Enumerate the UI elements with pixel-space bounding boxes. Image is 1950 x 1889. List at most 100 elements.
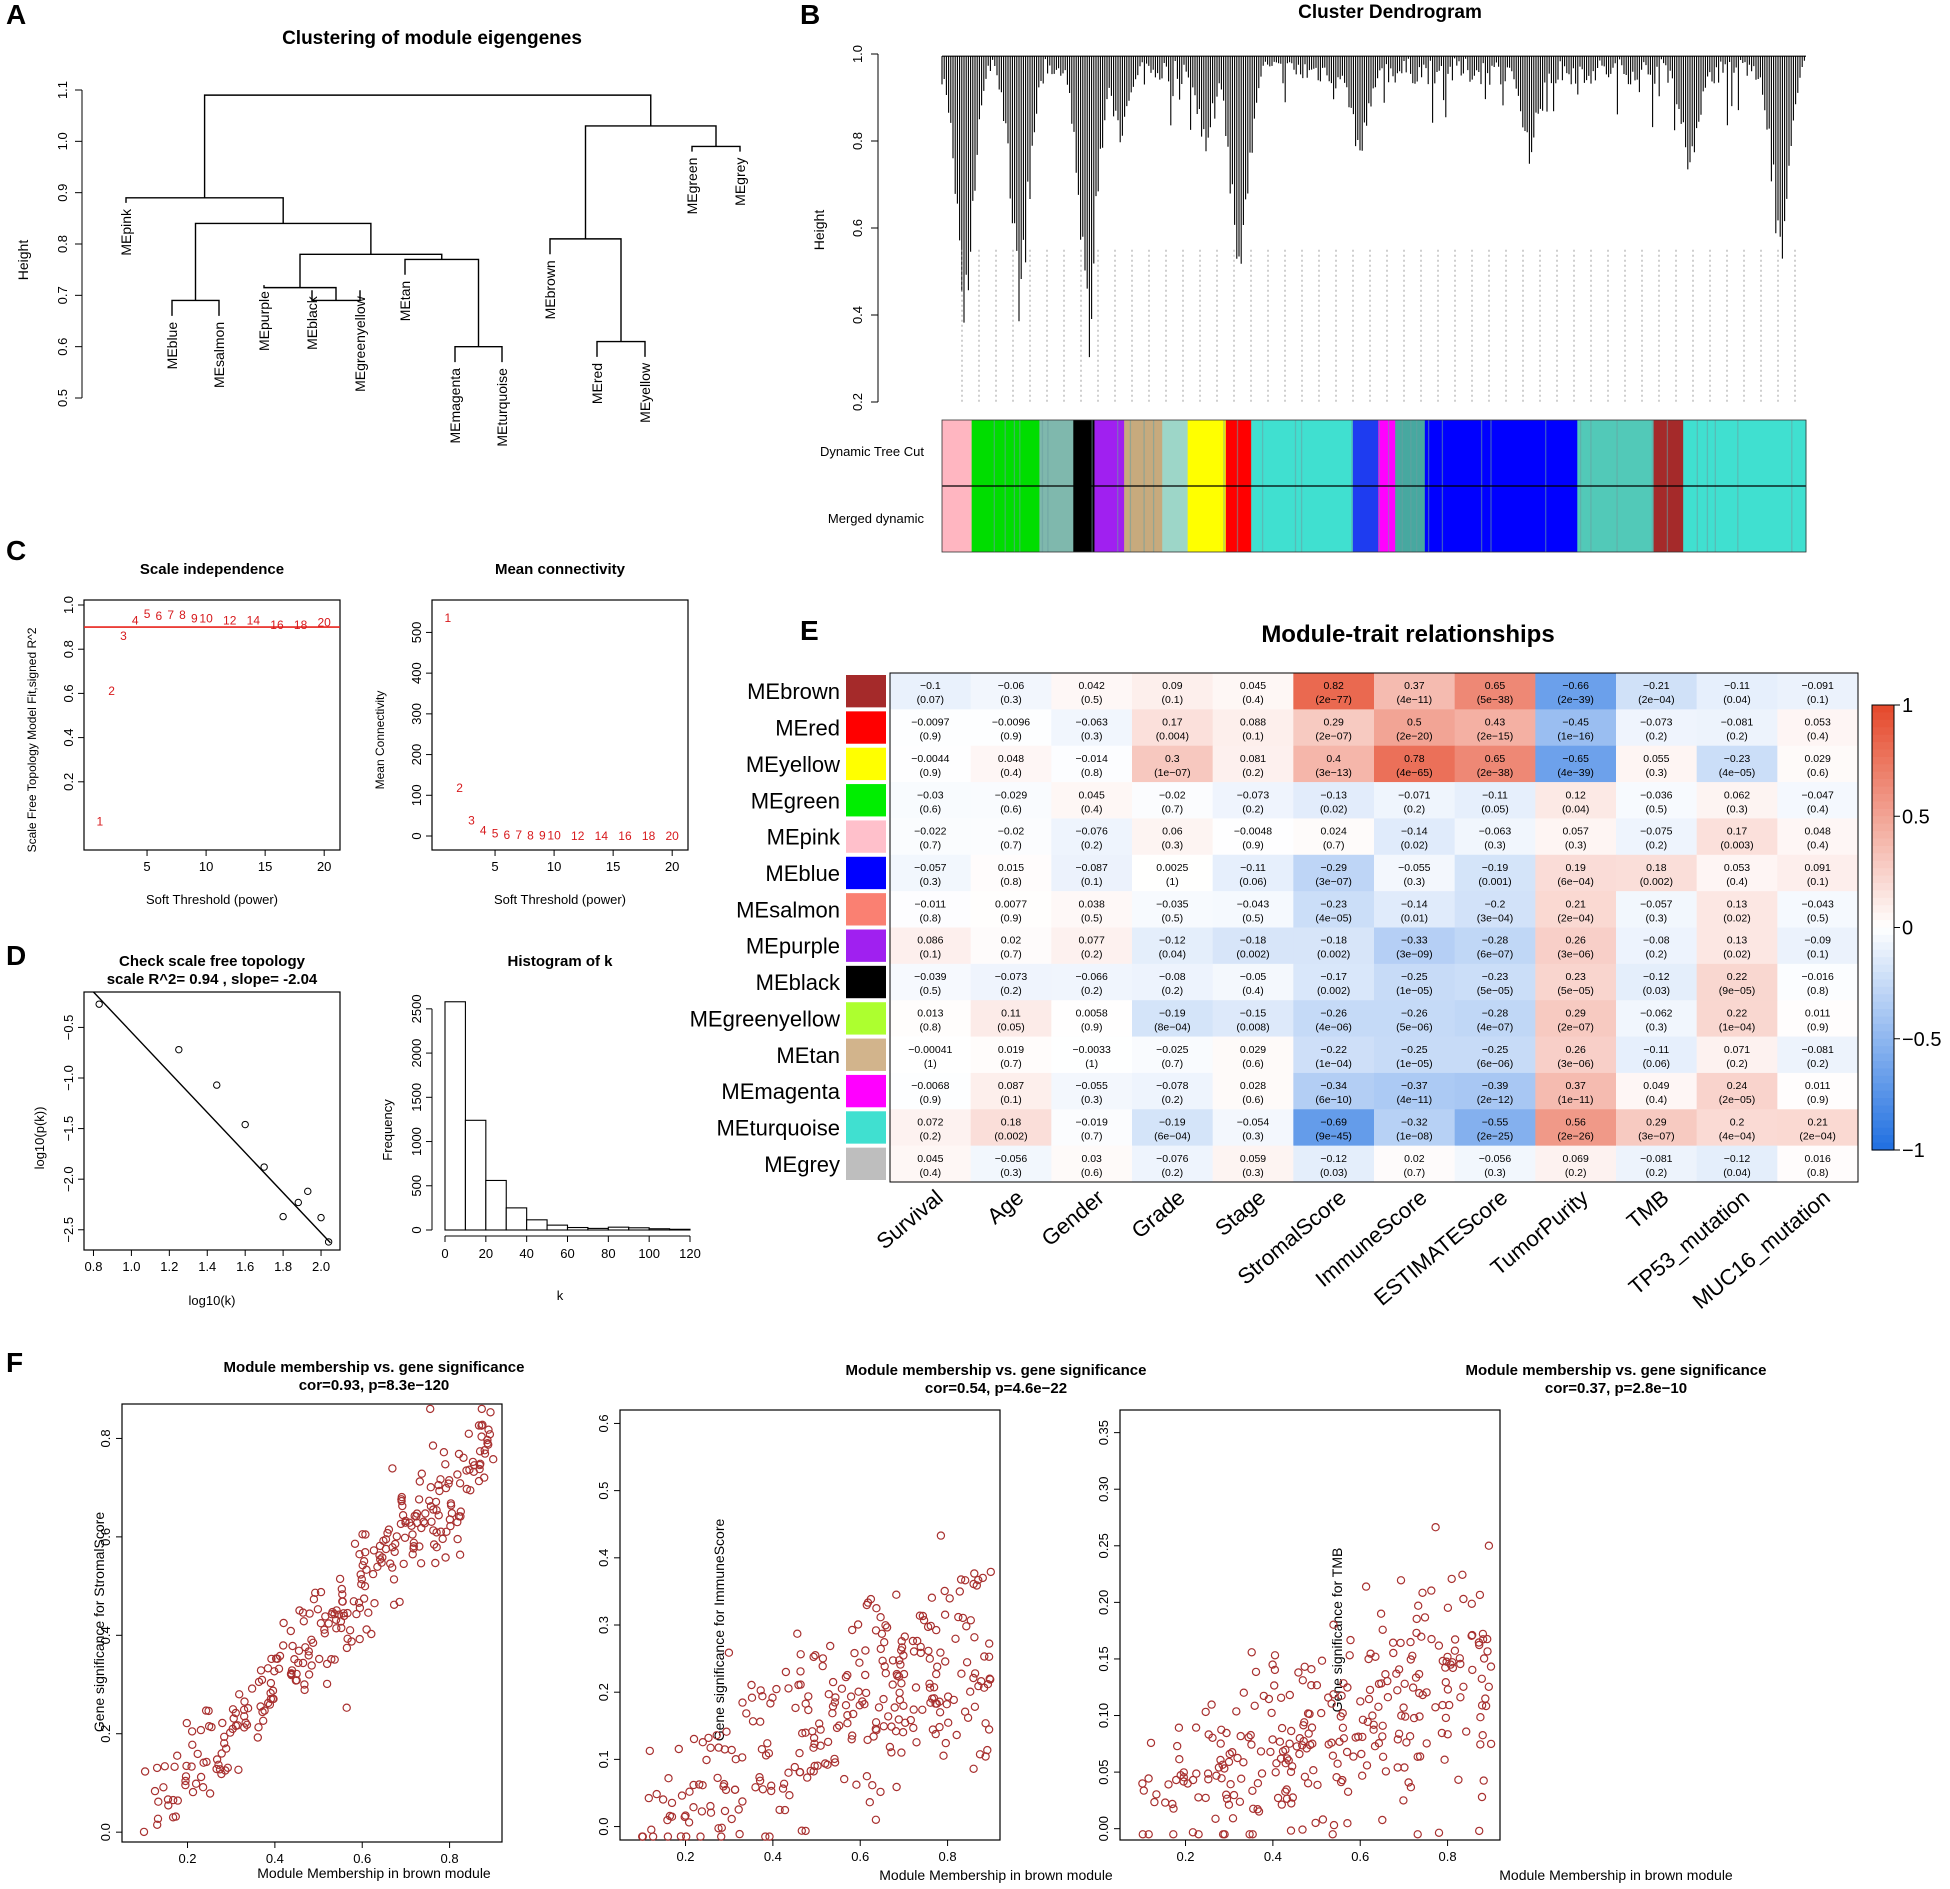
panel-f1-point-244 xyxy=(390,1547,399,1557)
panel-e-cell-value-5-4: −0.11 xyxy=(1240,862,1266,874)
panel-f3-point-276 xyxy=(1434,1828,1444,1838)
panel-e-legend-step-9 xyxy=(1872,771,1894,780)
panel-f2-point-269 xyxy=(892,1782,901,1792)
panel-e-cell-13-9 xyxy=(1616,1145,1698,1183)
panel-f2-point-279 xyxy=(894,1672,904,1681)
panel-f1-point-281 xyxy=(256,1702,265,1711)
panel-f3-point-95 xyxy=(1281,1758,1290,1768)
panel-f2-point-3 xyxy=(837,1684,847,1693)
panel-f1-point-10 xyxy=(150,1786,160,1796)
panel-f2-point-295 xyxy=(957,1669,966,1678)
panel-a-ylabel: Height xyxy=(15,240,31,281)
panel-e-legend-step-21 xyxy=(1872,860,1894,869)
panel-f2-point-36 xyxy=(768,1693,777,1702)
panel-f2-point-125 xyxy=(756,1686,765,1695)
panel-a-branch-root xyxy=(203,94,652,198)
panel-c1-point-1: 1 xyxy=(96,815,103,829)
panel-e-cell-pvalue-10-8: (3e−06) xyxy=(1557,1058,1593,1070)
panel-c1-point-8: 8 xyxy=(179,608,186,622)
panel-a-leaf-label-mebrown: MEbrown xyxy=(542,260,558,319)
panel-a-leaf-label-megreenyellow: MEgreenyellow xyxy=(352,295,368,392)
panel-f2-point-139 xyxy=(896,1660,905,1669)
panel-d2-title: Histogram of k xyxy=(507,953,613,970)
panel-c1-frame xyxy=(83,599,341,851)
panel-f1-subtitle: cor=0.93, p=8.3e−120 xyxy=(299,1377,450,1394)
panel-e-cell-pvalue-8-4: (0.4) xyxy=(1242,985,1264,997)
panel-f3-point-82 xyxy=(1477,1701,1487,1710)
panel-f2-point-183 xyxy=(818,1654,828,1663)
panel-e-legend-step-49 xyxy=(1872,1068,1894,1077)
panel-e-cell-pvalue-7-4: (0.002) xyxy=(1236,949,1269,961)
panel-f3-point-27 xyxy=(1381,1767,1391,1776)
panel-f3-point-25 xyxy=(1227,1747,1237,1757)
panel-a-branch-black-greenyellow xyxy=(311,290,361,302)
panel-f2-point-204 xyxy=(797,1826,807,1835)
panel-f3-point-263 xyxy=(1192,1769,1201,1778)
panel-e-cell-value-6-6: −0.14 xyxy=(1401,898,1428,910)
panel-f3-point-1 xyxy=(1478,1629,1488,1639)
panel-f2-point-96 xyxy=(936,1531,946,1540)
panel-f2-point-113 xyxy=(941,1738,951,1748)
panel-e-cell-value-3-2: 0.045 xyxy=(1079,789,1105,801)
panel-f2-point-296 xyxy=(849,1709,858,1719)
panel-f3-point-3 xyxy=(1364,1694,1374,1704)
panel-f2-point-226 xyxy=(810,1761,819,1771)
panel-f2-point-18 xyxy=(757,1744,767,1754)
panel-c2-point-8: 8 xyxy=(527,829,534,843)
panel-d2-xlabel: k xyxy=(557,1288,564,1303)
panel-e-cell-pvalue-6-2: (0.5) xyxy=(1081,912,1103,924)
panel-f2-point-189 xyxy=(706,1743,715,1753)
panel-f2-subtitle: cor=0.54, p=4.6e−22 xyxy=(925,1380,1067,1397)
panel-e-cell-value-1-0: −0.0097 xyxy=(911,717,949,729)
panel-f2-point-258 xyxy=(880,1637,889,1647)
panel-f1-point-224 xyxy=(228,1705,238,1714)
panel-f3-point-204 xyxy=(1271,1768,1280,1777)
panel-f2-point-132 xyxy=(850,1648,859,1658)
panel-f3-point-246 xyxy=(1270,1651,1280,1660)
panel-f2-point-186 xyxy=(748,1717,758,1726)
panel-f2-point-97 xyxy=(878,1656,887,1666)
panel-f2-point-178 xyxy=(730,1785,740,1795)
panel-f3-point-182 xyxy=(1305,1740,1315,1750)
panel-f2-point-21 xyxy=(784,1768,793,1777)
panel-e-cell-4-10 xyxy=(1696,818,1778,856)
panel-e-cell-value-8-1: −0.073 xyxy=(995,971,1028,983)
panel-f2-point-90 xyxy=(958,1613,968,1623)
panel-f3-point-123 xyxy=(1244,1733,1253,1742)
panel-f1-point-196 xyxy=(455,1479,465,1488)
panel-e-cell-value-3-8: 0.12 xyxy=(1565,789,1586,801)
panel-e-cell-10-1 xyxy=(970,1036,1052,1074)
panel-e-cell-1-6 xyxy=(1374,709,1456,747)
panel-f2-point-30 xyxy=(793,1629,802,1638)
panel-f3-point-118 xyxy=(1338,1708,1347,1718)
panel-c2-point-5: 5 xyxy=(492,827,499,841)
panel-f1-point-37 xyxy=(247,1684,257,1693)
panel-e-row-swatch-mered xyxy=(846,711,886,744)
panel-e-cell-pvalue-9-9: (0.3) xyxy=(1646,1021,1668,1033)
panel-e-cell-pvalue-6-8: (2e−04) xyxy=(1557,912,1593,924)
panel-f3-point-92 xyxy=(1413,1830,1422,1839)
panel-e-cell-pvalue-5-7: (0.001) xyxy=(1478,876,1511,888)
panel-f3-point-273 xyxy=(1399,1796,1408,1805)
panel-f1-point-230 xyxy=(307,1635,316,1645)
panel-f2-point-266 xyxy=(720,1806,730,1816)
panel-f3-point-241 xyxy=(1144,1774,1153,1783)
panel-e-cell-1-10 xyxy=(1696,709,1778,747)
panel-d1-point-1 xyxy=(175,1045,183,1054)
panel-e-legend-step-40 xyxy=(1872,1001,1894,1010)
panel-f3-point-61 xyxy=(1329,1620,1338,1629)
panel-c1-ytick-label-1: 0.4 xyxy=(61,729,76,747)
panel-e-cell-pvalue-11-4: (0.6) xyxy=(1242,1094,1264,1106)
panel-f2-point-140 xyxy=(719,1779,729,1789)
panel-f3-point-111 xyxy=(1349,1752,1358,1761)
panel-d1-point-3 xyxy=(241,1120,249,1129)
panel-f1-point-286 xyxy=(477,1421,486,1430)
panel-e-legend-label-0: 1 xyxy=(1902,695,1913,717)
panel-b-dynamic-segment-10 xyxy=(1352,420,1379,486)
panel-d1-point-9 xyxy=(324,1238,333,1246)
panel-e-cell-value-3-9: −0.036 xyxy=(1640,789,1673,801)
panel-f3-point-36 xyxy=(1422,1739,1431,1748)
panel-e-cell-value-11-9: 0.049 xyxy=(1643,1080,1669,1092)
panel-d2-bar-6 xyxy=(566,1226,589,1231)
panel-e-legend-step-48 xyxy=(1872,1061,1894,1070)
